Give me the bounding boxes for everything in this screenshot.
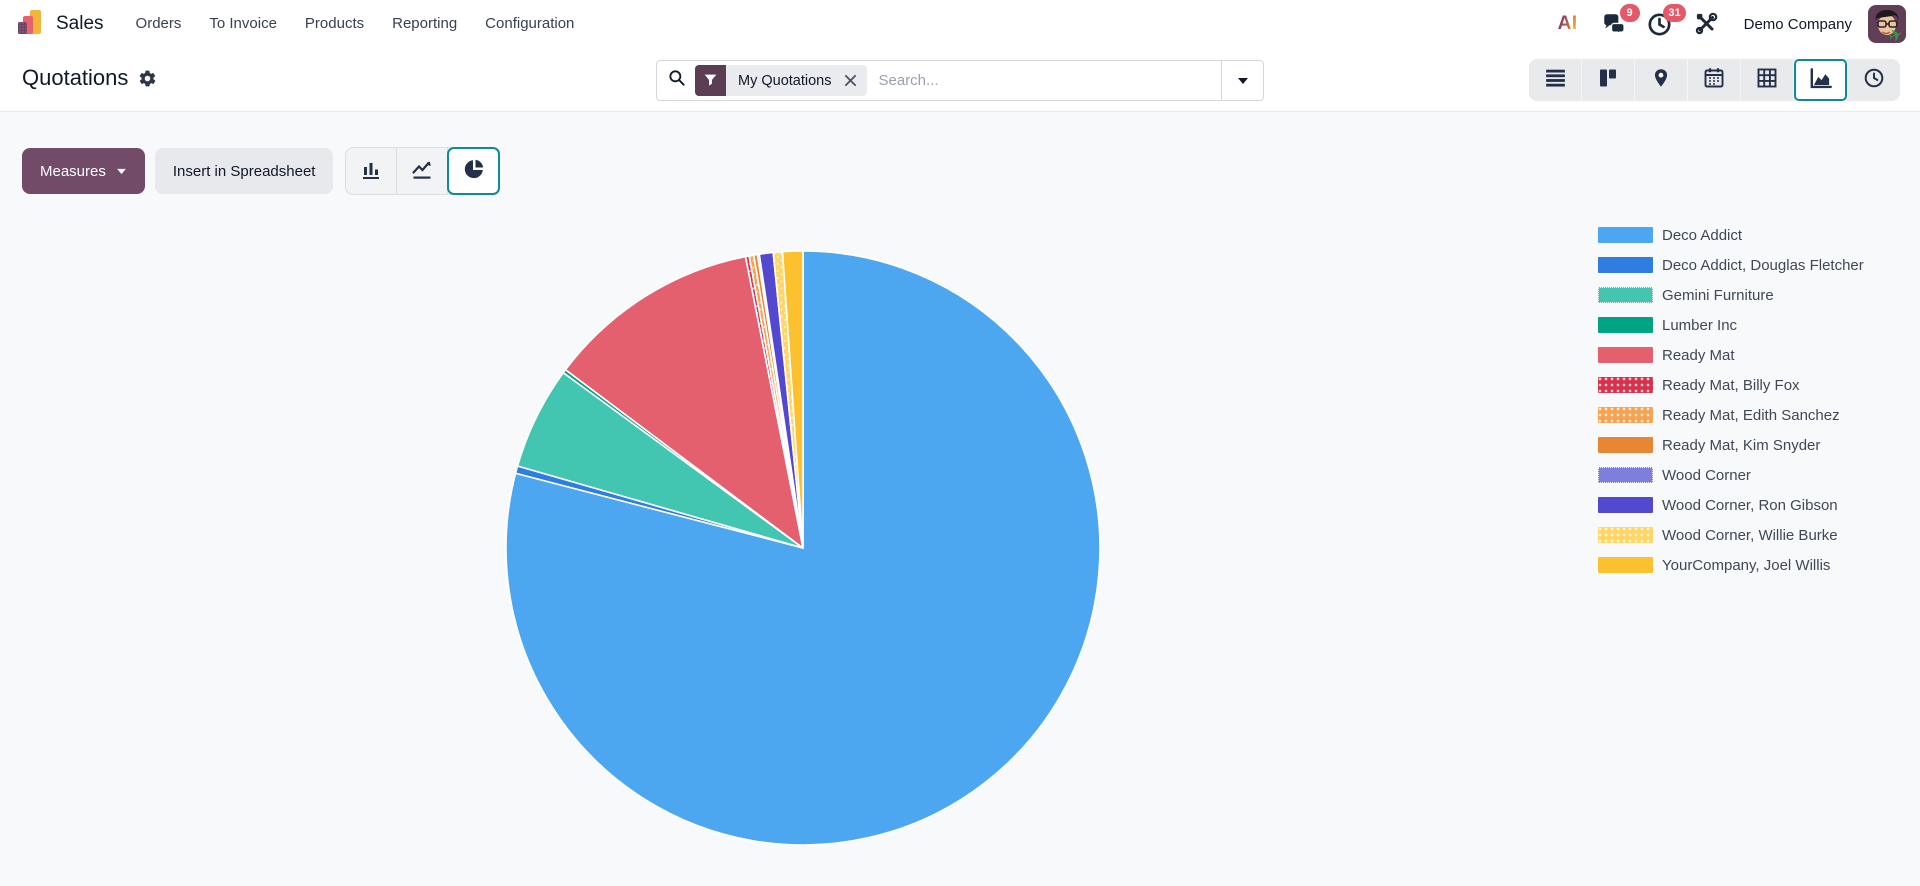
- legend-label: Deco Addict, Douglas Fletcher: [1662, 256, 1864, 274]
- top-navbar: Sales Orders To Invoice Products Reporting C…: [0, 0, 1920, 48]
- search-input[interactable]: Search...: [878, 72, 939, 89]
- legend-item[interactable]: Ready Mat, Billy Fox: [1598, 370, 1864, 400]
- bar-chart-icon: [359, 157, 383, 186]
- insert-in-spreadsheet-button[interactable]: Insert in Spreadsheet: [154, 148, 334, 194]
- legend-label: Ready Mat, Edith Sanchez: [1662, 406, 1840, 424]
- ai-icon[interactable]: AI: [1557, 13, 1578, 34]
- menu-item-reporting[interactable]: Reporting: [392, 15, 458, 32]
- legend-item[interactable]: Deco Addict: [1598, 220, 1864, 250]
- chart-type-bar-button[interactable]: [346, 148, 398, 194]
- legend-item[interactable]: Lumber Inc: [1598, 310, 1864, 340]
- breadcrumb: Quotations: [22, 65, 157, 91]
- view-switcher-list[interactable]: [1529, 59, 1582, 101]
- activities-icon[interactable]: 31: [1642, 4, 1686, 42]
- chart-type-line-button[interactable]: [397, 148, 449, 194]
- pie-slice-4[interactable]: [564, 255, 804, 549]
- legend-label: Lumber Inc: [1662, 316, 1738, 334]
- view-switcher-map[interactable]: [1635, 59, 1688, 101]
- legend-label: Ready Mat, Billy Fox: [1662, 376, 1800, 394]
- line-chart-icon: [410, 157, 434, 186]
- legend-swatch: [1598, 527, 1653, 543]
- filter-icon: [695, 65, 726, 96]
- control-panel: Quotations My Quotations: [0, 48, 1920, 112]
- messages-icon[interactable]: 9: [1596, 4, 1640, 42]
- kanban-view-icon: [1596, 66, 1620, 95]
- menu-item-to-invoice[interactable]: To Invoice: [209, 15, 277, 32]
- pie-slice-11[interactable]: [781, 250, 804, 549]
- legend-item[interactable]: Ready Mat, Kim Snyder: [1598, 430, 1864, 460]
- page-title: Quotations: [22, 65, 129, 90]
- search-bar[interactable]: My Quotations Search...: [656, 60, 1264, 101]
- user-avatar[interactable]: ✈: [1868, 5, 1906, 43]
- svg-text:✈: ✈: [1886, 25, 1905, 43]
- menu-item-configuration[interactable]: Configuration: [485, 15, 575, 32]
- calendar-view-icon: [1702, 66, 1726, 95]
- app-name[interactable]: Sales: [56, 13, 104, 34]
- graph-toolbar: Measures Insert in Spreadsheet: [22, 147, 501, 195]
- legend-swatch: [1598, 467, 1653, 483]
- legend-item[interactable]: Wood Corner, Ron Gibson: [1598, 490, 1864, 520]
- legend-swatch: [1598, 317, 1653, 333]
- legend-label: Gemini Furniture: [1662, 286, 1774, 304]
- view-switcher-activity[interactable]: [1847, 59, 1900, 101]
- map-view-icon: [1650, 66, 1672, 95]
- tools-icon[interactable]: [1688, 6, 1724, 42]
- search-icon: [667, 68, 687, 93]
- search-facet[interactable]: My Quotations: [695, 65, 867, 96]
- search-dropdown-toggle[interactable]: [1221, 61, 1263, 100]
- legend-label: Wood Corner: [1662, 466, 1751, 484]
- legend-swatch: [1598, 227, 1653, 243]
- legend-label: Ready Mat, Kim Snyder: [1662, 436, 1821, 454]
- messages-badge: 9: [1619, 4, 1640, 22]
- gear-icon[interactable]: [138, 69, 157, 88]
- view-switcher-kanban[interactable]: [1582, 59, 1635, 101]
- activity-view-icon: [1862, 66, 1886, 95]
- facet-remove-icon[interactable]: [842, 74, 867, 87]
- legend-item[interactable]: Ready Mat, Edith Sanchez: [1598, 400, 1864, 430]
- chart-type-group: [345, 147, 501, 195]
- app-switcher[interactable]: Sales: [0, 7, 104, 42]
- sales-app-logo-icon: [16, 7, 46, 42]
- legend-item[interactable]: Gemini Furniture: [1598, 280, 1864, 310]
- legend-label: Wood Corner, Ron Gibson: [1662, 496, 1838, 514]
- legend-label: Ready Mat: [1662, 346, 1735, 364]
- menu-item-products[interactable]: Products: [304, 15, 365, 32]
- view-switcher-calendar[interactable]: [1688, 59, 1741, 101]
- legend-swatch: [1598, 347, 1653, 363]
- main-menu: Orders To Invoice Products Reporting Configu…: [122, 0, 589, 48]
- view-switcher: [1529, 59, 1900, 101]
- chart-legend: Deco Addict Deco Addict, Douglas Fletcher…: [1598, 220, 1864, 580]
- legend-item[interactable]: Ready Mat: [1598, 340, 1864, 370]
- legend-swatch: [1598, 437, 1653, 453]
- legend-item[interactable]: Wood Corner, Willie Burke: [1598, 520, 1864, 550]
- measures-button[interactable]: Measures: [22, 148, 145, 194]
- company-switcher[interactable]: Demo Company: [1743, 15, 1852, 33]
- legend-item[interactable]: Wood Corner: [1598, 460, 1864, 490]
- facet-label: My Quotations: [738, 72, 832, 89]
- pie-chart-icon: [462, 157, 486, 186]
- menu-item-orders[interactable]: Orders: [135, 15, 182, 32]
- legend-swatch: [1598, 557, 1653, 573]
- pie-chart[interactable]: [503, 248, 1103, 848]
- legend-swatch: [1598, 257, 1653, 273]
- systray: AI 9 31 Demo Company: [1550, 4, 1920, 43]
- pivot-view-icon: [1755, 66, 1779, 95]
- chart-type-pie-button[interactable]: [447, 147, 501, 195]
- legend-swatch: [1598, 407, 1653, 423]
- legend-label: YourCompany, Joel Willis: [1662, 556, 1831, 574]
- list-view-icon: [1543, 65, 1568, 95]
- activities-badge: 31: [1663, 4, 1686, 22]
- graph-view-icon: [1808, 65, 1834, 96]
- legend-item[interactable]: YourCompany, Joel Willis: [1598, 550, 1864, 580]
- legend-item[interactable]: Deco Addict, Douglas Fletcher: [1598, 250, 1864, 280]
- legend-swatch: [1598, 287, 1653, 303]
- view-switcher-pivot[interactable]: [1741, 59, 1794, 101]
- legend-swatch: [1598, 497, 1653, 513]
- view-switcher-graph[interactable]: [1794, 59, 1847, 101]
- chevron-down-icon: [116, 168, 126, 174]
- legend-label: Deco Addict: [1662, 226, 1743, 244]
- legend-swatch: [1598, 377, 1653, 393]
- legend-label: Wood Corner, Willie Burke: [1662, 526, 1838, 544]
